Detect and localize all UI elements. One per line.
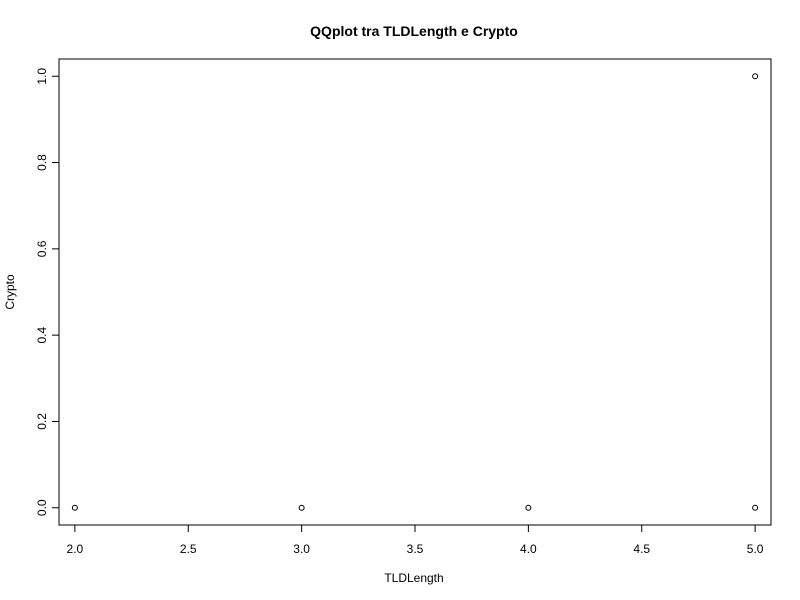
- x-axis-label: TLDLength: [384, 571, 443, 585]
- x-tick-label: 2.0: [67, 542, 84, 556]
- data-point: [752, 73, 759, 80]
- y-axis: 0.0 0.2 0.4 0.6 0.8 1.0: [35, 68, 60, 516]
- data-point: [298, 504, 305, 511]
- y-tick-label: 0.0: [35, 499, 49, 516]
- y-tick-label: 0.8: [35, 154, 49, 171]
- data-point: [71, 504, 78, 511]
- y-tick-label: 0.6: [35, 240, 49, 257]
- chart-title: QQplot tra TLDLength e Crypto: [310, 23, 518, 39]
- x-tick-label: 3.0: [293, 542, 310, 556]
- x-tick-label: 5.0: [747, 542, 764, 556]
- data-points: [71, 73, 759, 511]
- y-tick-label: 0.4: [35, 326, 49, 343]
- x-tick-label: 3.5: [407, 542, 424, 556]
- x-tick-label: 4.0: [520, 542, 537, 556]
- data-point: [525, 504, 532, 511]
- plot-frame: [58, 58, 772, 526]
- x-tick-label: 2.5: [180, 542, 197, 556]
- y-tick-label: 0.2: [35, 413, 49, 430]
- y-tick-label: 1.0: [35, 68, 49, 85]
- y-axis-label: Crypto: [3, 274, 17, 310]
- data-point: [752, 504, 759, 511]
- x-tick-label: 4.5: [633, 542, 650, 556]
- x-axis: 2.0 2.5 3.0 3.5 4.0 4.5 5.0: [67, 524, 764, 556]
